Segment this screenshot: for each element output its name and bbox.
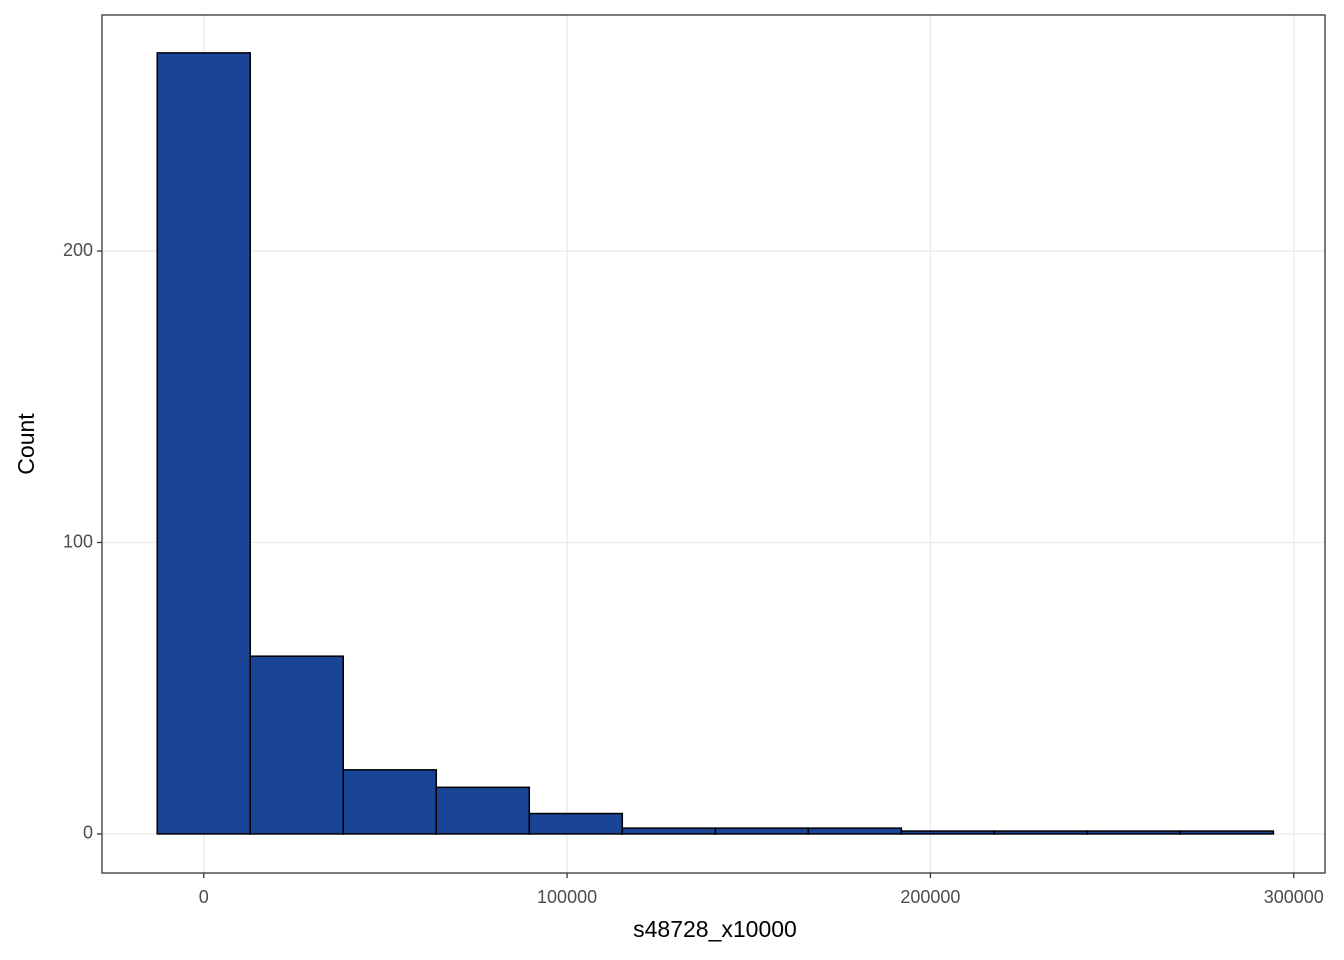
bar <box>1179 830 1275 835</box>
x-tick-label: 0 <box>199 887 209 907</box>
x-tick-label: 200000 <box>900 887 960 907</box>
bar <box>900 830 996 835</box>
bar <box>528 812 624 835</box>
bar <box>807 827 903 835</box>
x-axis-title: s48728_x10000 <box>633 916 797 942</box>
y-axis-title: Count <box>13 413 39 475</box>
bar <box>993 830 1089 835</box>
bar <box>714 827 810 835</box>
bar <box>342 769 438 835</box>
y-tick-label: 0 <box>83 823 93 843</box>
bar <box>621 827 717 835</box>
panel-border <box>101 14 1326 874</box>
x-tick-label: 100000 <box>537 887 597 907</box>
bar <box>249 655 345 835</box>
y-tick-label: 100 <box>63 531 93 551</box>
bar <box>435 786 531 835</box>
bar <box>1086 830 1182 835</box>
y-tick-label: 200 <box>63 240 93 260</box>
bar <box>156 52 251 835</box>
x-tick-label: 300000 <box>1264 887 1324 907</box>
